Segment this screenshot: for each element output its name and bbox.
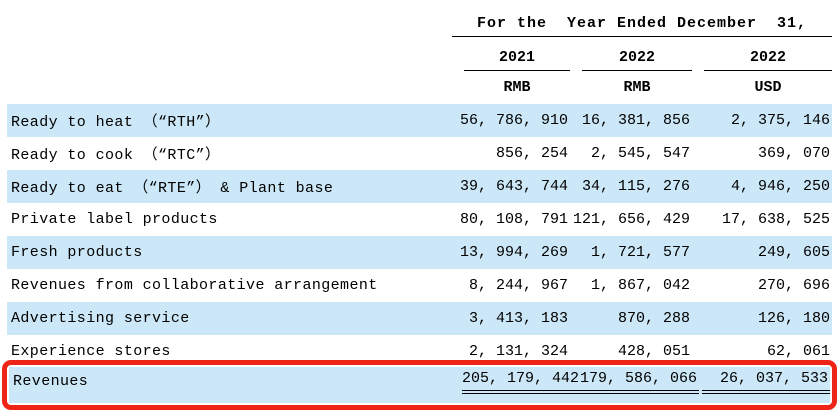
row-label: Private label products <box>11 211 218 228</box>
period-title: For the Year Ended December 31, <box>452 15 832 37</box>
row-label: Fresh products <box>11 244 143 261</box>
total-2022-rmb: 179, 586, 066 <box>580 367 700 394</box>
value-2022-rmb: 2, 545, 547 <box>590 145 690 162</box>
value-2022-usd: 4, 946, 250 <box>730 178 830 195</box>
value-2021-rmb: 80, 108, 791 <box>459 211 568 228</box>
value-2021-rmb: 3, 413, 183 <box>468 310 568 327</box>
row-label: Ready to cook （“RTC”） <box>11 147 221 164</box>
header-title-row: For the Year Ended December 31, <box>7 0 832 37</box>
total-2021-rmb: 205, 179, 442 <box>462 367 582 394</box>
currency-label-usd-2022: USD <box>754 79 782 96</box>
value-2022-usd: 62, 061 <box>766 343 830 360</box>
table-row: Advertising service 3, 413, 183 870, 288… <box>7 302 832 335</box>
table-row: Experience stores 2, 131, 324 428, 051 6… <box>7 335 832 368</box>
total-2022-usd: 26, 037, 533 <box>702 367 830 394</box>
value-2022-rmb: 1, 867, 042 <box>590 277 690 294</box>
year-column-2022-rmb: 2022 <box>582 49 692 71</box>
currency-label-rmb-2021: RMB <box>503 79 531 96</box>
row-label: Revenues from collaborative arrangement <box>11 277 378 294</box>
total-row-label: Revenues <box>13 373 89 390</box>
value-2022-rmb: 1, 721, 577 <box>590 244 690 261</box>
value-2022-usd: 369, 070 <box>757 145 830 162</box>
value-2022-usd: 249, 605 <box>757 244 830 261</box>
row-label: Ready to heat （“RTH”） <box>11 114 221 131</box>
value-2022-rmb: 121, 656, 429 <box>572 211 690 228</box>
value-2021-rmb: 8, 244, 967 <box>468 277 568 294</box>
table-header: For the Year Ended December 31, 2021 202… <box>7 0 832 104</box>
table-row: Ready to eat （“RTE”） & Plant base 39, 64… <box>7 170 832 203</box>
currency-label-rmb-2022: RMB <box>623 79 651 96</box>
table-row: Fresh products 13, 994, 269 1, 721, 577 … <box>7 236 832 269</box>
value-2022-rmb: 870, 288 <box>617 310 690 327</box>
value-2022-usd: 17, 638, 525 <box>721 211 830 228</box>
table-row: Ready to cook （“RTC”） 856, 254 2, 545, 5… <box>7 137 832 170</box>
value-2022-usd: 126, 180 <box>757 310 830 327</box>
value-2021-rmb: 2, 131, 324 <box>468 343 568 360</box>
row-label: Ready to eat （“RTE”） & Plant base <box>11 180 334 197</box>
table-row: Private label products 80, 108, 791 121,… <box>7 203 832 236</box>
header-currency-row: RMB RMB USD <box>7 71 832 104</box>
value-2021-rmb: 13, 994, 269 <box>459 244 568 261</box>
table-row: Revenues from collaborative arrangement … <box>7 269 832 302</box>
value-2021-rmb: 56, 786, 910 <box>459 112 568 129</box>
table-row: Ready to heat （“RTH”） 56, 786, 910 16, 3… <box>7 104 832 137</box>
header-years-row: 2021 2022 2022 <box>7 37 832 71</box>
red-highlight-box: Revenues 205, 179, 442 179, 586, 066 26,… <box>2 360 837 410</box>
row-label: Advertising service <box>11 310 190 327</box>
year-column-2021: 2021 <box>464 49 570 71</box>
value-2022-rmb: 428, 051 <box>617 343 690 360</box>
value-2022-rmb: 34, 115, 276 <box>581 178 690 195</box>
value-2022-usd: 2, 375, 146 <box>730 112 830 129</box>
row-label: Experience stores <box>11 343 171 360</box>
value-2021-rmb: 39, 643, 744 <box>459 178 568 195</box>
value-2021-rmb: 856, 254 <box>495 145 568 162</box>
value-2022-usd: 270, 696 <box>757 277 830 294</box>
value-2022-rmb: 16, 381, 856 <box>581 112 690 129</box>
revenues-total-row: Revenues 205, 179, 442 179, 586, 066 26,… <box>9 367 830 403</box>
year-column-2022-usd: 2022 <box>704 49 832 71</box>
